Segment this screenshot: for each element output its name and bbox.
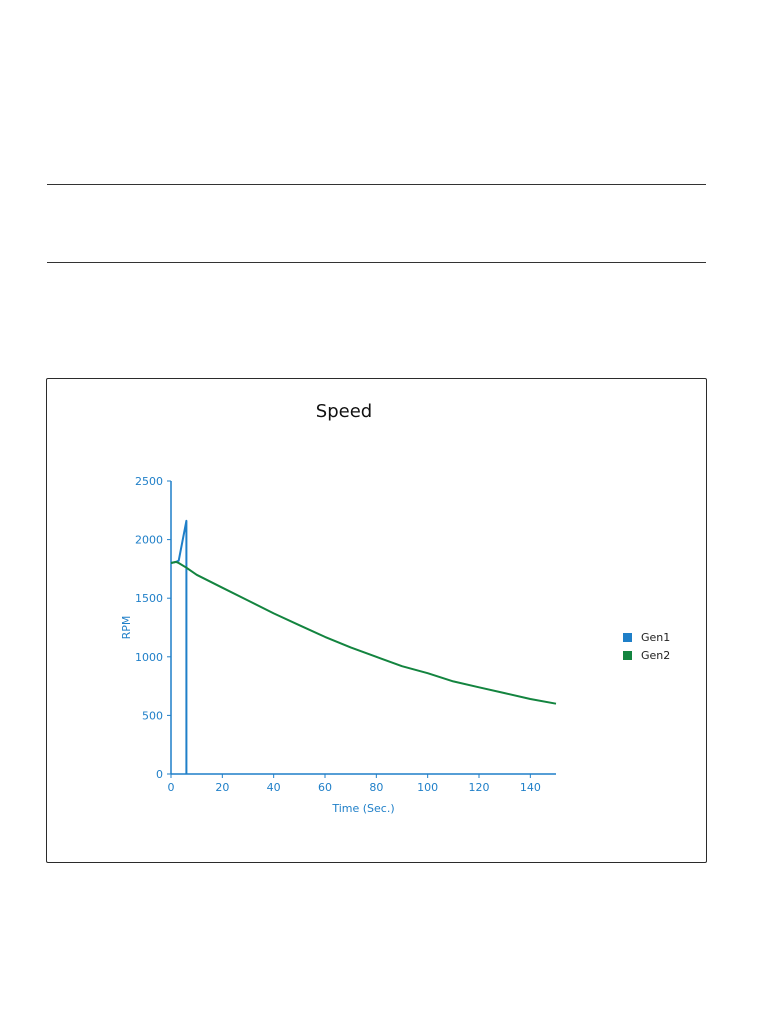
legend-label: Gen2 (641, 648, 671, 662)
y-tick-label: 1000 (135, 651, 163, 664)
chart-panel: Speed 0 20 40 60 80 100 120 140 0 500 1000 1500 2000… (46, 378, 707, 863)
x-tick-label: 120 (469, 781, 490, 794)
y-tick-label: 2500 (135, 475, 163, 488)
x-tick-label: 100 (417, 781, 438, 794)
x-tick-label: 80 (369, 781, 383, 794)
y-tick-label: 2000 (135, 534, 163, 547)
legend-label: Gen1 (641, 630, 671, 644)
chart-title: Speed (315, 401, 373, 422)
y-axis-label: RPM (120, 616, 133, 640)
x-tick-label: 20 (215, 781, 229, 794)
header-divider-top (47, 184, 706, 185)
series-line-gen1 (170, 519, 188, 774)
header-divider-bottom (47, 262, 706, 263)
legend-item-gen1: Gen1 (623, 628, 670, 646)
x-axis-label: Time (Sec.) (331, 802, 394, 815)
series-line-gen2 (170, 560, 557, 705)
x-tick-label: 60 (318, 781, 332, 794)
legend-swatch (623, 650, 632, 660)
legend-item-gen2: Gen2 (623, 646, 670, 664)
legend-swatch (623, 632, 632, 642)
y-tick-label: 500 (142, 709, 163, 722)
y-tick-label: 1500 (135, 592, 163, 605)
chart-legend: Gen1 Gen2 (623, 628, 670, 664)
x-tick-label: 0 (168, 781, 175, 794)
speed-chart: 0 20 40 60 80 100 120 140 0 500 1000 1500 2000 2500 Ti… (120, 475, 557, 815)
x-tick-label: 140 (520, 781, 541, 794)
y-tick-label: 0 (156, 768, 163, 781)
x-tick-label: 40 (267, 781, 281, 794)
